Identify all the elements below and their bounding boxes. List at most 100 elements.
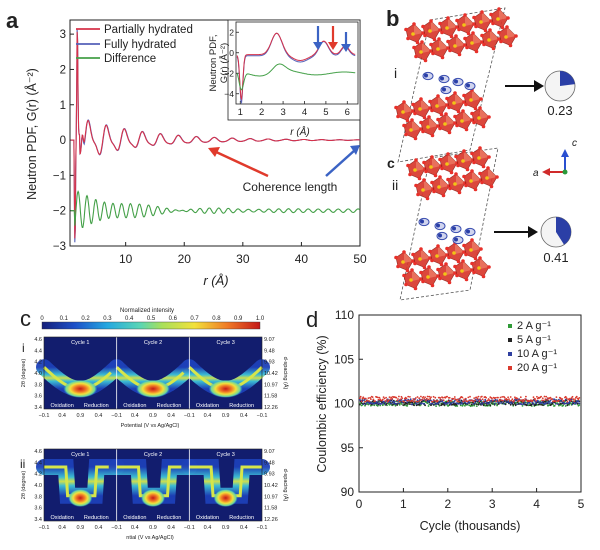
- oxygen-atom: [422, 160, 426, 165]
- data-point: [512, 403, 515, 406]
- data-point: [379, 404, 382, 407]
- octahedron-face: [455, 243, 464, 254]
- intensity-hotspot: [141, 488, 165, 507]
- oxygen-atom: [445, 246, 449, 251]
- metal-atom: [487, 38, 491, 42]
- data-point: [416, 399, 419, 402]
- oxygen-atom: [447, 105, 451, 110]
- data-point: [475, 396, 478, 399]
- data-point: [431, 402, 434, 405]
- data-point: [569, 402, 572, 405]
- data-point: [503, 396, 506, 399]
- oxygen-atom: [402, 100, 406, 104]
- data-point: [553, 404, 556, 407]
- data-point: [504, 403, 507, 406]
- metal-atom: [485, 176, 489, 180]
- x-tick-label: 40: [295, 252, 309, 266]
- oxygen-atom: [438, 276, 442, 281]
- data-point: [429, 403, 432, 405]
- heatmap-ii: Cycle 1 Oxidation Reduction Cycle 2 Oxidatio…: [21, 448, 289, 531]
- map-frame: [43, 448, 263, 522]
- metal-atom: [421, 188, 425, 192]
- data-point: [420, 398, 423, 401]
- x-tick-label: 3: [489, 497, 496, 511]
- metal-atom: [460, 269, 464, 273]
- data-point: [359, 397, 361, 400]
- metal-atom: [443, 272, 447, 276]
- data-point: [366, 399, 369, 402]
- metal-atom: [469, 98, 473, 102]
- legend-label: 10 A g⁻¹: [517, 348, 557, 360]
- water-oxygen: [440, 76, 444, 81]
- data-point: [506, 398, 509, 401]
- heatmap-i: Cycle 1 Oxidation Reduction Cycle 2 Oxidatio…: [21, 336, 289, 419]
- metal-atom: [460, 119, 464, 123]
- oxygen-atom: [445, 253, 449, 257]
- x-tick-label: 0.4: [204, 413, 212, 419]
- oxygen-atom: [414, 54, 418, 59]
- data-point: [446, 395, 448, 398]
- data-point: [509, 396, 512, 398]
- oxygen-atom: [470, 111, 474, 116]
- data-point: [511, 398, 514, 401]
- right-tick-label: 9.93: [264, 472, 275, 478]
- data-point: [540, 395, 542, 398]
- colorbar-ticks: 0 0.1 0.2 0.3 0.4 0.5 0.6 0.7 0.8 0.9 1.0: [40, 316, 265, 322]
- oxygen-atom: [421, 31, 425, 35]
- inset-y-tick-label: −2: [224, 68, 234, 78]
- right-tick-label: 10.42: [264, 371, 278, 377]
- metal-atom: [445, 162, 449, 166]
- data-point: [568, 404, 570, 406]
- data-point: [474, 402, 476, 404]
- data-point: [544, 400, 547, 403]
- oxygen-atom: [438, 21, 442, 26]
- data-point: [453, 401, 455, 404]
- oxygen-atom: [453, 114, 457, 119]
- y-tick-label: 95: [341, 441, 355, 455]
- data-point: [571, 403, 574, 406]
- data-point: [545, 402, 548, 404]
- legend: Partially hydrated Fully hydrated Differ…: [76, 24, 193, 65]
- x-tick-label: 30: [236, 252, 250, 266]
- water-oxygen: [436, 223, 440, 228]
- data-point: [436, 399, 439, 402]
- oxygen-atom: [428, 99, 432, 104]
- data-point: [456, 405, 459, 407]
- data-point: [491, 397, 493, 400]
- left-tick-label: 4.4: [34, 348, 42, 354]
- data-point: [456, 402, 459, 405]
- data-point: [477, 395, 480, 398]
- crystal-structure-i: [394, 7, 518, 163]
- d-axis-ticks: 90 95 100 105 110 0 1 2 3 4 5: [334, 308, 585, 511]
- x-tick-label: −0.1: [184, 525, 195, 531]
- colorbar-tick-label: 0: [40, 316, 44, 322]
- data-point: [403, 403, 406, 406]
- data-point: [473, 397, 476, 399]
- reduction-label: Reduction: [84, 403, 109, 409]
- data-point: [531, 399, 534, 402]
- right-tick-label: 9.48: [264, 348, 275, 354]
- octahedron-face: [422, 42, 431, 53]
- metal-atom: [426, 275, 430, 279]
- oxygen-atom: [419, 120, 423, 125]
- data-point: [430, 396, 432, 399]
- data-point: [447, 400, 449, 403]
- right-tick-label: 9.07: [264, 449, 275, 455]
- down-arrow-blue-1: [313, 26, 323, 50]
- data-point: [499, 396, 502, 399]
- data-point: [409, 403, 411, 405]
- data-point: [368, 400, 371, 402]
- oxygen-atom: [473, 187, 478, 192]
- oxygen-atom: [497, 7, 501, 11]
- metal-atom: [401, 110, 405, 114]
- metal-atom: [413, 168, 417, 172]
- octahedron-face: [416, 160, 425, 171]
- x-tick-label: 0: [356, 497, 363, 511]
- x-tick-label: 0.9: [149, 413, 157, 419]
- oxygen-atom: [448, 48, 452, 53]
- data-point: [415, 400, 418, 403]
- octahedron-face: [472, 171, 481, 182]
- data-point: [487, 398, 490, 400]
- oxygen-atom: [454, 172, 458, 176]
- data-point: [382, 396, 385, 398]
